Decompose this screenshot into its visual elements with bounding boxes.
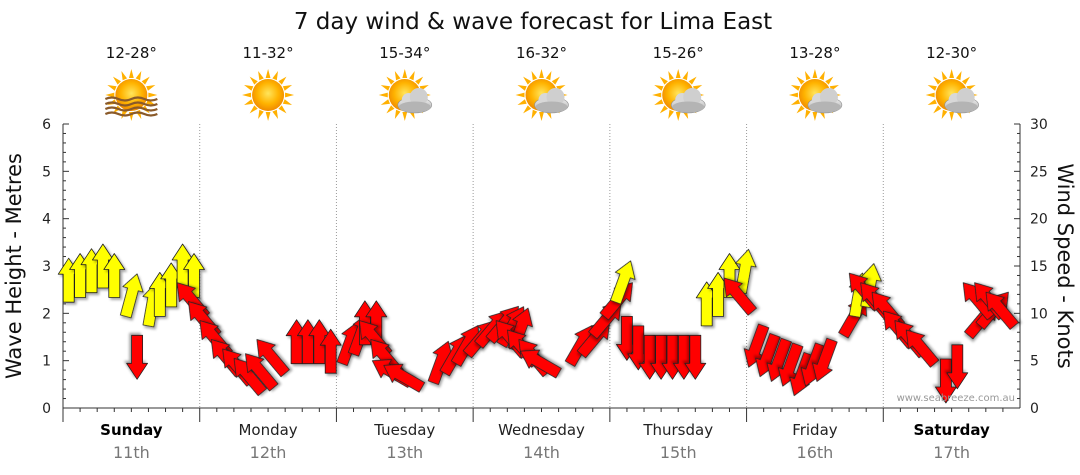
left-tick-label: 0	[42, 401, 51, 417]
right-tick-label: 30	[1030, 117, 1048, 133]
day-temperature: 12-30°	[926, 44, 977, 62]
wind-arrow-marker	[319, 328, 342, 374]
wind-arrow-marker	[233, 357, 268, 397]
wind-arrow-marker	[103, 253, 126, 298]
day-date: 15th	[660, 443, 697, 462]
day-label: Tuesday	[373, 421, 435, 439]
wind-arrow-marker	[427, 340, 454, 385]
sun-cloud-icon	[378, 69, 433, 121]
day-temperature: 11-32°	[243, 44, 294, 62]
right-tick-label: 5	[1030, 354, 1039, 370]
day-date: 16th	[797, 443, 834, 462]
day-label: Sunday	[100, 421, 163, 439]
wind-arrow-marker	[985, 291, 1019, 330]
wind-arrow-marker	[695, 281, 718, 327]
right-axis-label: Wind Speed - Knots	[1053, 163, 1077, 368]
wind-arrow-marker	[684, 334, 707, 380]
sun-cloud-icon	[652, 69, 706, 121]
right-tick-label: 0	[1030, 401, 1039, 417]
day-temperature: 15-34°	[379, 44, 430, 62]
day-temperature: 13-28°	[789, 44, 840, 62]
left-tick-label: 4	[42, 212, 51, 228]
wind-arrow-marker	[119, 273, 144, 319]
right-tick-label: 10	[1030, 306, 1048, 322]
day-label: Monday	[238, 421, 297, 439]
day-date: 14th	[523, 443, 560, 462]
wind-arrow-marker	[935, 358, 957, 404]
sun-cloud-icon	[925, 69, 979, 121]
wind-arrow-marker	[383, 363, 426, 393]
left-tick-label: 5	[42, 164, 51, 180]
right-tick-label: 15	[1030, 259, 1048, 275]
chart-title: 7 day wind & wave forecast for Lima East	[294, 9, 772, 35]
left-tick-label: 3	[42, 259, 51, 275]
sun-cloud-icon	[788, 69, 843, 121]
wind-arrow-marker	[308, 319, 331, 365]
wind-arrow-marker	[148, 271, 171, 317]
wind-arrow-marker	[160, 262, 183, 308]
day-temperature: 15-26°	[653, 44, 704, 62]
wind-arrow-marker	[707, 271, 729, 317]
left-tick-label: 2	[42, 306, 51, 322]
wind-arrow-marker	[905, 329, 940, 368]
day-date: 13th	[386, 443, 423, 462]
wind-arrow-marker	[723, 277, 757, 316]
day-temperature: 12-28°	[106, 44, 157, 62]
wind-arrow-marker	[812, 337, 838, 382]
sun-cloud-icon	[515, 69, 569, 121]
sun-icon	[242, 69, 295, 121]
day-date: 17th	[933, 443, 970, 462]
credit-text: www.seabreeze.com.au	[897, 393, 1015, 404]
wind-arrow-marker	[92, 243, 114, 289]
wind-arrow-marker	[946, 344, 969, 390]
wind-arrow-marker	[256, 339, 290, 378]
wind-arrow-marker	[610, 260, 636, 305]
day-temperature: 16-32°	[516, 44, 567, 62]
day-label: Thursday	[642, 421, 713, 439]
wind-arrow-marker	[245, 353, 279, 392]
right-tick-label: 20	[1030, 212, 1048, 228]
day-label: Wednesday	[498, 421, 585, 439]
day-label: Saturday	[913, 421, 990, 439]
day-date: 12th	[250, 443, 287, 462]
left-tick-label: 1	[42, 354, 51, 370]
wind-arrow-marker	[126, 334, 149, 380]
left-tick-label: 6	[42, 117, 51, 133]
wind-arrow-marker	[520, 349, 562, 379]
day-label: Friday	[792, 421, 838, 439]
day-date: 11th	[113, 443, 150, 462]
left-axis-label: Wave Height - Metres	[2, 153, 26, 379]
sun-haze-icon	[104, 69, 158, 121]
right-tick-label: 25	[1030, 164, 1048, 180]
